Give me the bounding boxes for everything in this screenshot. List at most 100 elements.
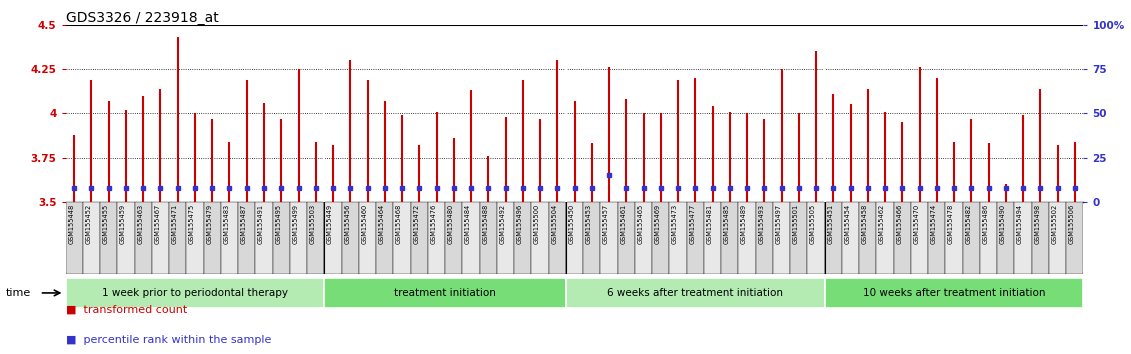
Text: GSM155487: GSM155487 [241,204,247,244]
Bar [325,202,342,274]
Bar [946,202,962,274]
Bar [377,202,394,274]
Text: 1 week prior to periodontal therapy: 1 week prior to periodontal therapy [102,288,288,298]
Text: GSM155467: GSM155467 [155,204,161,244]
Bar [549,202,566,274]
Text: GSM155470: GSM155470 [914,204,920,244]
Bar [325,278,566,308]
Text: GSM155496: GSM155496 [517,204,523,244]
Text: treatment initiation: treatment initiation [395,288,497,298]
Text: GSM155500: GSM155500 [534,204,539,244]
Bar [618,202,634,274]
Bar [273,202,290,274]
Text: GSM155485: GSM155485 [724,204,729,244]
Bar [118,202,135,274]
Text: GSM155459: GSM155459 [120,204,126,244]
Bar [342,202,359,274]
Bar [204,202,221,274]
Text: GSM155450: GSM155450 [569,204,575,244]
Text: GSM155479: GSM155479 [206,204,213,244]
Bar [722,202,739,274]
Text: GSM155478: GSM155478 [948,204,955,244]
Text: GSM155460: GSM155460 [362,204,368,244]
Text: GSM155497: GSM155497 [776,204,782,244]
Text: GSM155449: GSM155449 [327,204,333,244]
Text: GSM155448: GSM155448 [68,204,75,244]
Bar [101,202,118,274]
Bar [841,202,860,274]
Text: GSM155492: GSM155492 [500,204,506,244]
Text: GSM155504: GSM155504 [551,204,558,244]
Text: GSM155486: GSM155486 [983,204,988,244]
Text: ■  percentile rank within the sample: ■ percentile rank within the sample [66,335,271,345]
Bar [394,202,411,274]
Text: GSM155468: GSM155468 [396,204,402,244]
Bar [463,202,480,274]
Text: GSM155454: GSM155454 [845,204,851,244]
Text: GSM155452: GSM155452 [86,204,92,244]
Text: GSM155501: GSM155501 [793,204,798,244]
Text: ■  transformed count: ■ transformed count [66,305,187,315]
Bar [584,202,601,274]
Text: 6 weeks after treatment initiation: 6 weeks after treatment initiation [607,288,784,298]
Bar [791,202,808,274]
Text: GSM155451: GSM155451 [828,204,834,244]
Bar [910,202,929,274]
Bar [359,202,377,274]
Text: GSM155502: GSM155502 [1052,204,1057,244]
Text: GDS3326 / 223918_at: GDS3326 / 223918_at [66,11,218,25]
Bar [566,202,584,274]
Text: GSM155482: GSM155482 [966,204,972,244]
Bar [256,202,273,274]
Text: time: time [6,288,31,298]
Text: GSM155493: GSM155493 [758,204,765,244]
Bar [497,202,515,274]
Text: GSM155455: GSM155455 [103,204,109,244]
Text: GSM155463: GSM155463 [137,204,144,244]
Bar [66,278,325,308]
Bar [670,202,687,274]
Bar [152,202,170,274]
Bar [772,202,791,274]
Bar [739,202,756,274]
Bar [411,202,428,274]
Bar [979,202,998,274]
Bar [1048,202,1067,274]
Bar [962,202,979,274]
Text: GSM155458: GSM155458 [862,204,867,244]
Text: GSM155462: GSM155462 [879,204,886,244]
Text: GSM155465: GSM155465 [638,204,644,244]
Text: GSM155495: GSM155495 [275,204,282,244]
Text: GSM155453: GSM155453 [586,204,592,244]
Bar [532,202,549,274]
Bar [66,202,83,274]
Bar [446,202,463,274]
Bar [1031,202,1048,274]
Bar [860,202,877,274]
Bar [566,278,824,308]
Bar [756,202,772,274]
Text: GSM155457: GSM155457 [603,204,610,244]
Bar [601,202,618,274]
Text: GSM155466: GSM155466 [897,204,903,244]
Text: GSM155475: GSM155475 [189,204,195,244]
Bar [1015,202,1031,274]
Bar [824,278,1083,308]
Text: GSM155498: GSM155498 [1035,204,1041,244]
Text: GSM155491: GSM155491 [258,204,264,244]
Text: GSM155476: GSM155476 [431,204,437,244]
Bar [290,202,308,274]
Bar [653,202,670,274]
Bar [308,202,325,274]
Text: GSM155481: GSM155481 [707,204,713,244]
Bar [221,202,239,274]
Text: GSM155477: GSM155477 [689,204,696,244]
Text: GSM155483: GSM155483 [224,204,230,244]
Text: GSM155503: GSM155503 [310,204,316,244]
Text: GSM155480: GSM155480 [448,204,454,244]
Bar [239,202,256,274]
Text: GSM155471: GSM155471 [172,204,178,244]
Bar [808,202,824,274]
Bar [634,202,653,274]
Text: GSM155490: GSM155490 [1000,204,1005,244]
